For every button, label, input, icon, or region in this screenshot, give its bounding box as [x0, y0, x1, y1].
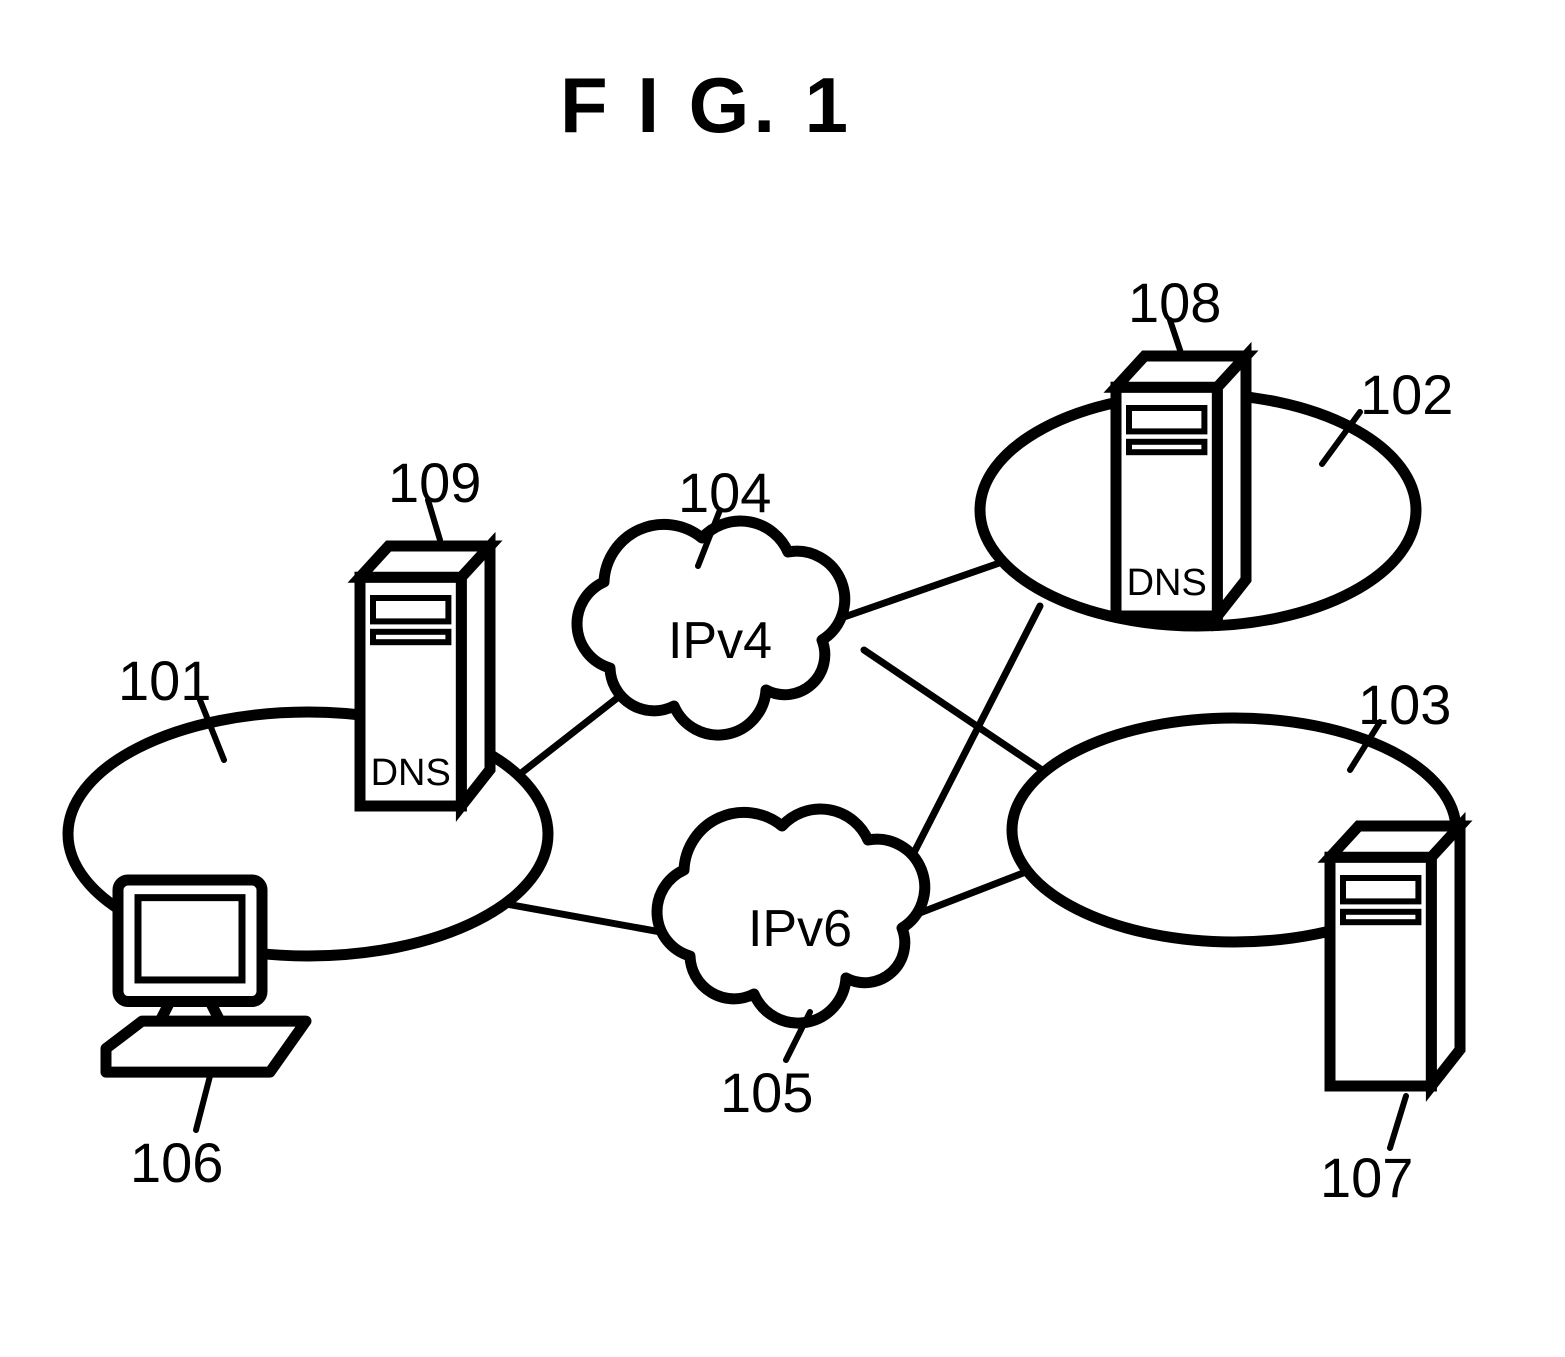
- callout-105: 105: [720, 1060, 813, 1125]
- callout-101: 101: [118, 648, 211, 713]
- svg-text:DNS: DNS: [371, 752, 451, 794]
- callout-108: 108: [1128, 270, 1221, 335]
- svg-text:IPv6: IPv6: [748, 900, 852, 958]
- callout-102: 102: [1360, 362, 1453, 427]
- svg-text:DNS: DNS: [1127, 562, 1207, 604]
- callout-103: 103: [1358, 672, 1451, 737]
- callout-109: 109: [388, 450, 481, 515]
- figure-stage: IPv4 IPv6 DNS DNS F I G. 1 101 102 103 104 105 1…: [0, 0, 1565, 1357]
- figure-title: F I G. 1: [560, 60, 852, 151]
- svg-text:IPv4: IPv4: [668, 612, 772, 670]
- callout-107: 107: [1320, 1145, 1413, 1210]
- callout-104: 104: [678, 460, 771, 525]
- callout-106: 106: [130, 1130, 223, 1195]
